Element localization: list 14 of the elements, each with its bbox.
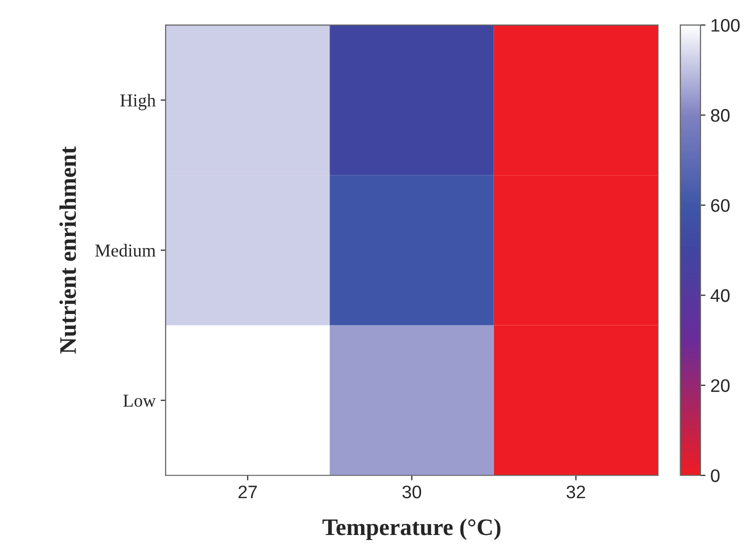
x-tick-label: 30: [402, 486, 422, 498]
y-tick-label: Low: [123, 394, 156, 407]
y-tick-label: Medium: [95, 244, 156, 257]
x-tick-label: 27: [238, 486, 257, 498]
x-axis-title: Temperature (°C): [322, 518, 500, 540]
color-bar-label: 20: [711, 379, 730, 392]
y-tick-label: High: [120, 94, 156, 110]
color-bar-label: 0: [710, 469, 720, 482]
y-axis-title: Nutrient enrichment: [59, 146, 76, 354]
color-bar-label: 80: [711, 109, 730, 122]
x-tick-label: 32: [566, 486, 586, 498]
color-bar-label: 100: [712, 18, 740, 32]
color-bar-label: 60: [711, 199, 730, 212]
color-bar-label: 40: [710, 289, 730, 302]
